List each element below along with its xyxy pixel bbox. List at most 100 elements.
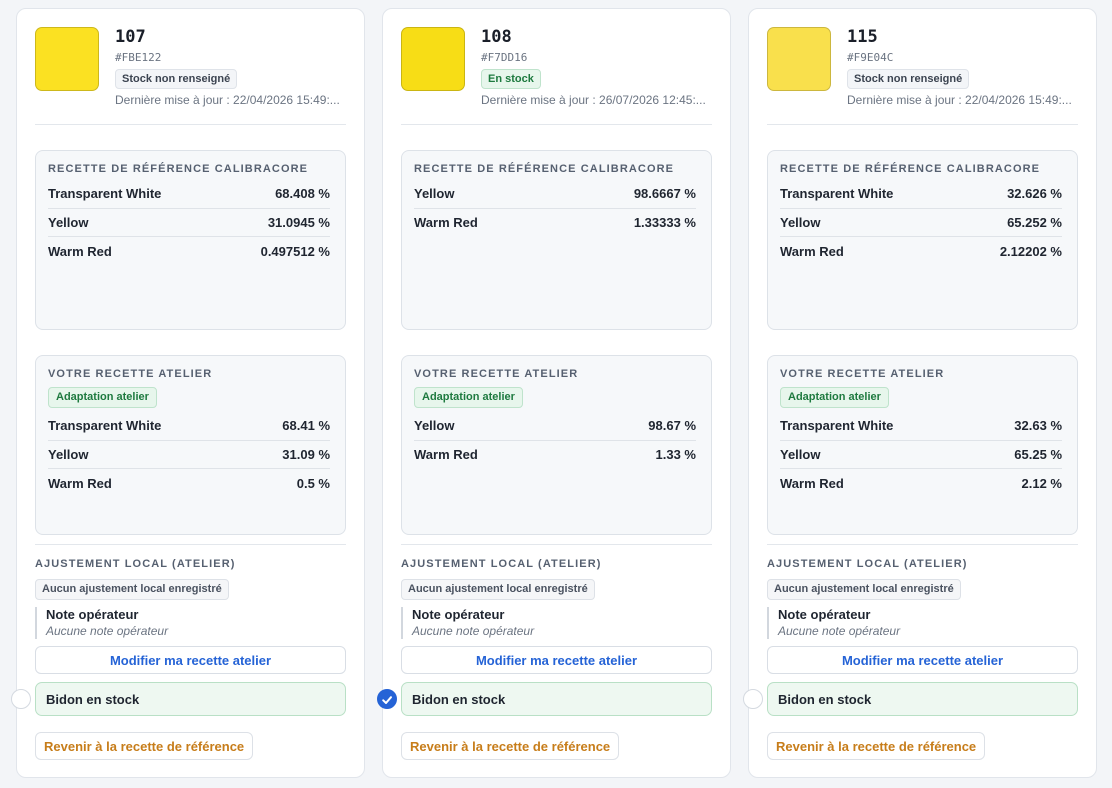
workshop-recipe-rows: Transparent White 68.41 % Yellow 31.09 % War… bbox=[48, 412, 330, 498]
recipe-row: Transparent White 68.408 % bbox=[48, 180, 330, 209]
recipe-row: Yellow 65.252 % bbox=[780, 209, 1062, 237]
pigment-name: Yellow bbox=[48, 446, 89, 462]
workshop-recipe-rows: Yellow 98.67 % Warm Red 1.33 % bbox=[414, 412, 696, 469]
pigment-name: Warm Red bbox=[414, 447, 478, 463]
color-swatch bbox=[35, 27, 99, 91]
reference-recipe-title: Recette de référence CalibraCore bbox=[414, 163, 675, 175]
recipe-row: Transparent White 68.41 % bbox=[48, 412, 330, 441]
reference-recipe-title: Recette de référence CalibraCore bbox=[780, 163, 1041, 175]
operator-note-text: Aucune note opérateur bbox=[412, 624, 535, 638]
pigment-percentage: 98.67 % bbox=[648, 418, 696, 434]
recipe-row: Warm Red 2.12202 % bbox=[780, 237, 1062, 266]
operator-note-text: Aucune note opérateur bbox=[46, 624, 169, 638]
workshop-recipe-title: Votre recette atelier bbox=[414, 368, 579, 380]
color-card-grid: 107 #FBE122 Stock non renseigné Dernière… bbox=[11, 8, 1097, 778]
pigment-name: Yellow bbox=[414, 186, 455, 202]
in-stock-toggle[interactable]: Bidon en stock bbox=[767, 682, 1078, 716]
recipe-row: Yellow 98.6667 % bbox=[414, 180, 696, 209]
operator-note: Note opérateur Aucune note opérateur bbox=[35, 607, 168, 639]
local-adjustment-title: Ajustement local (atelier) bbox=[401, 558, 602, 570]
color-code: 108 bbox=[481, 27, 512, 47]
recipe-row: Warm Red 0.5 % bbox=[48, 469, 330, 498]
edit-workshop-recipe-button[interactable]: Modifier ma recette atelier bbox=[401, 646, 712, 674]
pigment-name: Yellow bbox=[48, 214, 89, 230]
pigment-percentage: 32.63 % bbox=[1014, 418, 1062, 434]
workshop-recipe-panel: Votre recette atelier Adaptation atelier… bbox=[767, 355, 1078, 535]
pigment-percentage: 1.33 % bbox=[655, 447, 696, 463]
pigment-name: Yellow bbox=[780, 446, 821, 462]
in-stock-radio[interactable] bbox=[377, 689, 397, 709]
workshop-adaptation-badge: Adaptation atelier bbox=[414, 387, 523, 408]
check-icon bbox=[382, 696, 392, 704]
in-stock-radio[interactable] bbox=[743, 689, 763, 709]
workshop-adaptation-badge: Adaptation atelier bbox=[780, 387, 889, 408]
recipe-row: Yellow 31.0945 % bbox=[48, 209, 330, 237]
pigment-percentage: 32.626 % bbox=[1007, 186, 1062, 202]
pigment-name: Warm Red bbox=[780, 475, 844, 491]
local-adjustment-status: Aucun ajustement local enregistré bbox=[35, 579, 229, 600]
divider bbox=[401, 544, 712, 545]
reference-recipe-panel: Recette de référence CalibraCore Transpa… bbox=[35, 150, 346, 330]
color-card: 108 #F7DD16 En stock Dernière mise à jou… bbox=[377, 8, 731, 778]
operator-note-title: Note opérateur bbox=[46, 607, 139, 622]
revert-to-reference-button[interactable]: Revenir à la recette de référence bbox=[35, 732, 254, 760]
pigment-name: Transparent White bbox=[48, 186, 162, 202]
pigment-name: Warm Red bbox=[780, 243, 844, 259]
recipe-row: Warm Red 1.33 % bbox=[414, 441, 696, 470]
operator-note-text: Aucune note opérateur bbox=[778, 624, 901, 638]
operator-note-title: Note opérateur bbox=[412, 607, 505, 622]
last-updated: Dernière mise à jour : 22/04/2026 15:49:… bbox=[847, 93, 1072, 107]
operator-note-title: Note opérateur bbox=[778, 607, 871, 622]
pigment-name: Transparent White bbox=[48, 418, 162, 434]
pigment-percentage: 0.497512 % bbox=[260, 243, 330, 259]
pigment-percentage: 68.408 % bbox=[275, 186, 330, 202]
revert-to-reference-button[interactable]: Revenir à la recette de référence bbox=[401, 732, 620, 760]
pigment-percentage: 31.0945 % bbox=[267, 214, 330, 230]
color-swatch bbox=[767, 27, 831, 91]
stock-status-badge: En stock bbox=[481, 69, 541, 89]
reference-recipe-rows: Transparent White 32.626 % Yellow 65.252 % W… bbox=[780, 180, 1062, 266]
divider bbox=[767, 124, 1078, 125]
workshop-recipe-title: Votre recette atelier bbox=[48, 368, 213, 380]
in-stock-radio[interactable] bbox=[11, 689, 31, 709]
reference-recipe-panel: Recette de référence CalibraCore Yellow 9… bbox=[401, 150, 712, 330]
divider bbox=[35, 544, 346, 545]
color-code: 107 bbox=[115, 27, 146, 47]
last-updated: Dernière mise à jour : 22/04/2026 15:49:… bbox=[115, 93, 340, 107]
revert-to-reference-button[interactable]: Revenir à la recette de référence bbox=[767, 732, 986, 760]
recipe-row: Warm Red 0.497512 % bbox=[48, 237, 330, 266]
edit-workshop-recipe-button[interactable]: Modifier ma recette atelier bbox=[767, 646, 1078, 674]
pigment-name: Yellow bbox=[414, 418, 455, 434]
recipe-row: Yellow 98.67 % bbox=[414, 412, 696, 441]
reference-recipe-title: Recette de référence CalibraCore bbox=[48, 163, 309, 175]
local-adjustment-status: Aucun ajustement local enregistré bbox=[767, 579, 961, 600]
local-adjustment-status: Aucun ajustement local enregistré bbox=[401, 579, 595, 600]
pigment-percentage: 0.5 % bbox=[296, 475, 330, 491]
color-hex: #F9E04C bbox=[847, 51, 894, 64]
recipe-row: Transparent White 32.63 % bbox=[780, 412, 1062, 441]
in-stock-toggle[interactable]: Bidon en stock bbox=[401, 682, 712, 716]
operator-note: Note opérateur Aucune note opérateur bbox=[767, 607, 900, 639]
divider bbox=[35, 124, 346, 125]
reference-recipe-rows: Yellow 98.6667 % Warm Red 1.33333 % bbox=[414, 180, 696, 237]
recipe-row: Warm Red 2.12 % bbox=[780, 469, 1062, 498]
pigment-percentage: 65.25 % bbox=[1014, 446, 1062, 462]
recipe-row: Transparent White 32.626 % bbox=[780, 180, 1062, 209]
color-code: 115 bbox=[847, 27, 878, 47]
local-adjustment-title: Ajustement local (atelier) bbox=[35, 558, 236, 570]
edit-workshop-recipe-button[interactable]: Modifier ma recette atelier bbox=[35, 646, 346, 674]
last-updated: Dernière mise à jour : 26/07/2026 12:45:… bbox=[481, 93, 706, 107]
operator-note: Note opérateur Aucune note opérateur bbox=[401, 607, 534, 639]
workshop-recipe-title: Votre recette atelier bbox=[780, 368, 945, 380]
pigment-name: Transparent White bbox=[780, 418, 894, 434]
in-stock-toggle[interactable]: Bidon en stock bbox=[35, 682, 346, 716]
pigment-percentage: 1.33333 % bbox=[633, 215, 696, 231]
color-card: 107 #FBE122 Stock non renseigné Dernière… bbox=[11, 8, 365, 778]
workshop-recipe-panel: Votre recette atelier Adaptation atelier… bbox=[35, 355, 346, 535]
pigment-percentage: 2.12202 % bbox=[999, 243, 1062, 259]
workshop-recipe-panel: Votre recette atelier Adaptation atelier… bbox=[401, 355, 712, 535]
color-card: 115 #F9E04C Stock non renseigné Dernière… bbox=[743, 8, 1097, 778]
pigment-percentage: 31.09 % bbox=[282, 446, 330, 462]
recipe-row: Yellow 65.25 % bbox=[780, 441, 1062, 469]
recipe-row: Warm Red 1.33333 % bbox=[414, 209, 696, 238]
